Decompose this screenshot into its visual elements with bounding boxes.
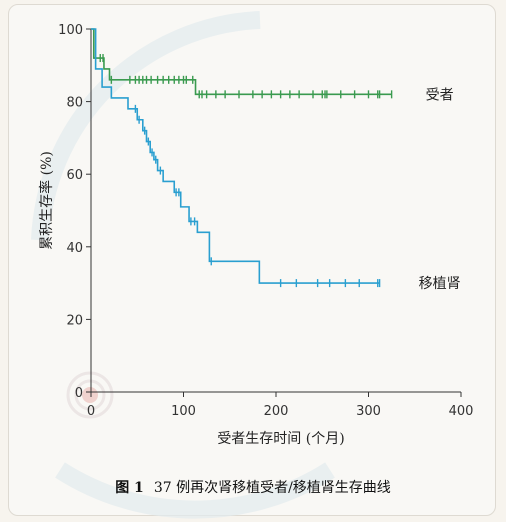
y-tick-label: 40 [66, 241, 83, 256]
series-label: 受者 [426, 87, 454, 103]
series-line [91, 28, 380, 284]
x-tick-label: 0 [87, 404, 95, 419]
x-tick-label: 300 [356, 404, 381, 419]
y-tick-label: 20 [66, 313, 83, 328]
x-tick-label: 200 [264, 404, 289, 419]
chart-series-layer [91, 28, 393, 288]
y-axis-title: 累积生存率 (%) [38, 151, 55, 250]
series-label: 移植肾 [419, 276, 461, 292]
survival-chart: 0 20 40 60 80 100 0 100 200 300 400 受者生存时间 (个月) 累积生存… [38, 23, 473, 447]
y-tick-label: 0 [75, 386, 83, 401]
x-tick-label: 100 [171, 404, 196, 419]
series-line [91, 28, 392, 96]
x-tick-label: 400 [449, 404, 474, 419]
figure-caption-text: 37 例再次肾移植受者/移植肾生存曲线 [153, 480, 391, 496]
x-axis-title: 受者生存时间 (个月) [217, 431, 344, 447]
y-tick-label: 100 [58, 23, 83, 38]
figure-caption: 图 1 37 例再次肾移植受者/移植肾生存曲线 [0, 477, 506, 497]
y-tick-label: 80 [66, 96, 83, 111]
chart-axes: 0 20 40 60 80 100 0 100 200 300 400 受者生存时间 (个月) 累积生存… [38, 23, 473, 447]
y-tick-label: 60 [66, 168, 83, 183]
figure-label: 图 1 [115, 480, 144, 496]
